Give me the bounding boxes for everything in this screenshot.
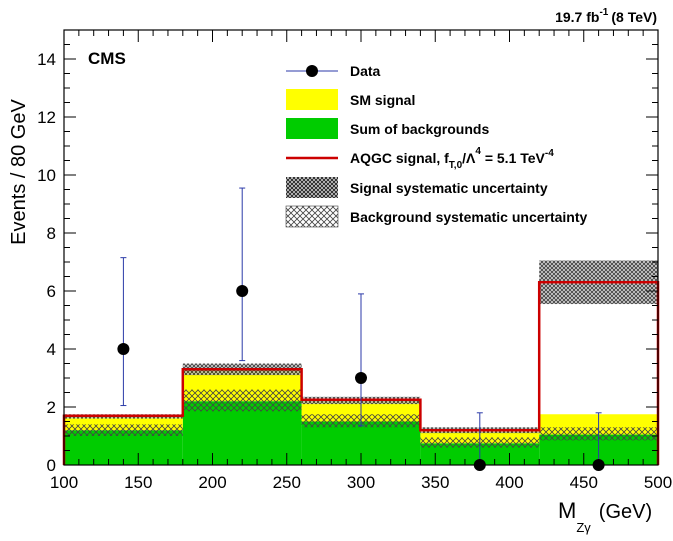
data-point-2 bbox=[355, 372, 367, 384]
x-tick-label-450: 450 bbox=[570, 473, 598, 492]
data-point-0 bbox=[117, 343, 130, 355]
x-axis-title: MZγ(GeV) bbox=[558, 498, 652, 535]
x-tick-label-300: 300 bbox=[347, 473, 375, 492]
lumi-label: 19.7 fb-1 (8 TeV) bbox=[555, 7, 657, 25]
x-tick-label-100: 100 bbox=[50, 473, 78, 492]
y-tick-label-8: 8 bbox=[47, 224, 56, 243]
y-tick-label-10: 10 bbox=[37, 166, 56, 185]
background-uncertainty-band-1 bbox=[182, 389, 302, 412]
y-tick-label-4: 4 bbox=[47, 340, 56, 359]
svg-text:Data: Data bbox=[350, 63, 381, 79]
x-axis: 100 150 200 250 300 350 400 450 500 bbox=[50, 30, 672, 492]
svg-text:AQGC signal, fT,0/Λ4 = 5.1 TeV: AQGC signal, fT,0/Λ4 = 5.1 TeV-4 bbox=[350, 146, 554, 171]
data-point-1 bbox=[236, 285, 249, 297]
x-tick-label-250: 250 bbox=[273, 473, 301, 492]
svg-text:Signal systematic uncertainty: Signal systematic uncertainty bbox=[350, 180, 548, 196]
x-tick-label-200: 200 bbox=[198, 473, 226, 492]
y-tick-label-2: 2 bbox=[47, 398, 56, 417]
x-tick-label-150: 150 bbox=[124, 473, 152, 492]
x-tick-label-500: 500 bbox=[644, 473, 672, 492]
backgrounds-bar-1 bbox=[182, 401, 302, 465]
legend-entry-aqgc: AQGC signal, fT,0/Λ4 = 5.1 TeV-4 bbox=[286, 146, 554, 171]
y-tick-label-0: 0 bbox=[47, 456, 56, 475]
x-tick-label-400: 400 bbox=[495, 473, 523, 492]
y-tick-label-6: 6 bbox=[47, 282, 56, 301]
y-tick-label-14: 14 bbox=[37, 50, 56, 69]
y-axis-title: Events / 80 GeV bbox=[8, 99, 30, 245]
x-tick-label-350: 350 bbox=[421, 473, 449, 492]
legend-entry-signal-uncertainty: Signal systematic uncertainty bbox=[286, 177, 548, 198]
legend-entry-data: Data bbox=[286, 63, 381, 79]
cms-label: CMS bbox=[88, 49, 126, 68]
legend: Data SM signal Sum of backgrounds AQGC s… bbox=[285, 63, 588, 228]
y-axis: 0 2 4 6 8 10 12 14 bbox=[37, 29, 658, 475]
svg-text:Background systematic uncertai: Background systematic uncertainty bbox=[350, 209, 588, 225]
svg-text:Sum of backgrounds: Sum of backgrounds bbox=[350, 121, 489, 137]
svg-text:SM signal: SM signal bbox=[350, 92, 415, 108]
legend-entry-background-uncertainty: Background systematic uncertainty bbox=[285, 205, 588, 228]
legend-entry-backgrounds: Sum of backgrounds bbox=[286, 118, 489, 139]
legend-entry-sm-signal: SM signal bbox=[286, 89, 415, 110]
background-uncertainty-band-0 bbox=[64, 424, 183, 436]
y-tick-label-12: 12 bbox=[37, 108, 56, 127]
